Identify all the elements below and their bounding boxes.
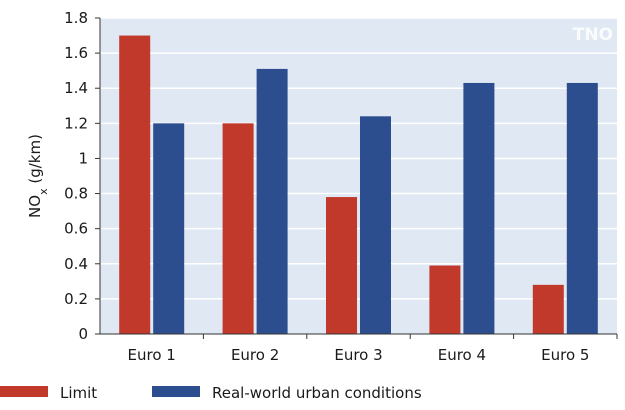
bar-limit — [326, 197, 357, 334]
y-axis-label: NOx (g/km) — [26, 134, 50, 218]
y-tick-label: 1.8 — [64, 9, 88, 27]
legend-swatch-limit — [0, 386, 48, 397]
bar-limit — [429, 265, 461, 334]
bar-limit — [532, 284, 564, 334]
bar-limit — [119, 35, 151, 335]
bar-real-world — [153, 123, 185, 334]
y-tick-label: 1.4 — [64, 79, 88, 97]
y-tick-label: 0.2 — [64, 290, 88, 308]
bars — [119, 35, 598, 335]
bar-real-world — [566, 82, 598, 334]
gridlines — [100, 17, 617, 300]
x-tick-label: Euro 1 — [128, 346, 176, 364]
y-tick-label: 0 — [78, 325, 88, 343]
y-tick-label: 0.8 — [64, 185, 88, 203]
x-tick-label: Euro 3 — [334, 346, 382, 364]
y-tick-labels: 0 0.2 0.4 0.6 0.8 1 1.2 1.4 1.6 1.8 — [64, 9, 88, 343]
bar-real-world — [256, 68, 288, 335]
y-axis-label-main: NO — [26, 195, 44, 218]
legend-label-limit: Limit — [60, 384, 97, 402]
y-tick-label: 0.6 — [64, 220, 88, 238]
watermark-logo: TNO — [573, 25, 613, 45]
y-axis-label-unit: (g/km) — [26, 134, 44, 188]
x-tick-label: Euro 4 — [438, 346, 486, 364]
axes — [95, 17, 618, 339]
y-tick-label: 1.2 — [64, 114, 88, 132]
legend-swatch-real-world — [152, 386, 200, 397]
x-tick-label: Euro 5 — [541, 346, 589, 364]
bar-real-world — [463, 82, 495, 334]
bar-limit — [222, 123, 254, 334]
y-tick-label: 1 — [78, 149, 88, 167]
x-tick-labels: Euro 1 Euro 2 Euro 3 Euro 4 Euro 5 — [128, 346, 590, 364]
plot-area-background — [100, 18, 617, 334]
x-tick-label: Euro 2 — [231, 346, 279, 364]
y-tick-label: 0.4 — [64, 255, 88, 273]
legend: Limit Real-world urban conditions — [0, 384, 422, 402]
legend-label-real-world: Real-world urban conditions — [212, 384, 422, 402]
y-tick-label: 1.6 — [64, 44, 88, 62]
y-axis-label-subscript: x — [37, 188, 50, 195]
bar-real-world — [360, 116, 391, 334]
